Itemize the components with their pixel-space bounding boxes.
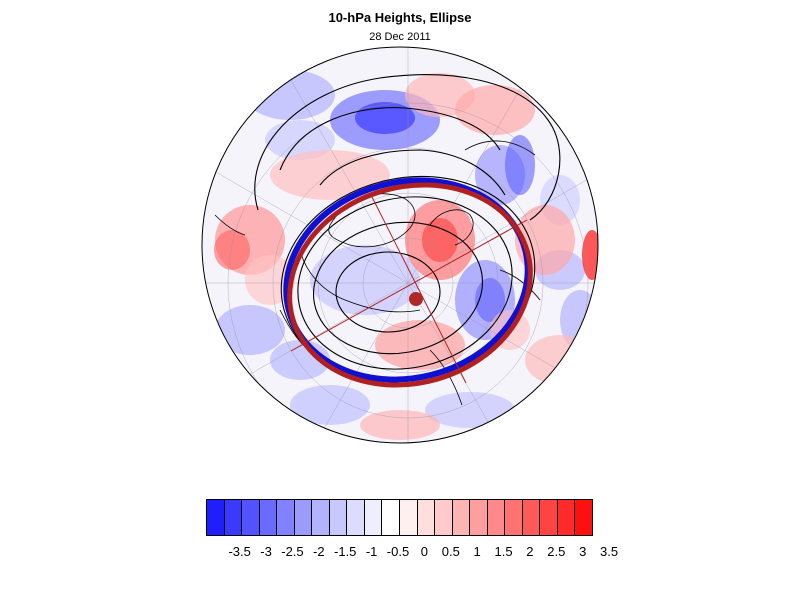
colorbar-swatch [435, 500, 453, 535]
colorbar-tick-label: 0 [420, 544, 428, 559]
colorbar-tick-label: 1 [473, 544, 481, 559]
globe-outline [201, 46, 599, 444]
colorbar-tick-label: 3.5 [600, 544, 619, 559]
colorbar-tick-label: -3 [260, 544, 272, 559]
map-title: 10-hPa Heights, Ellipse [328, 10, 472, 25]
colorbar-labels: -3.5 -3 -2.5 -2 -1.5 -1 -0.5 0 0.5 1 1.5 2 2.5 3 3.5 [0, 544, 800, 562]
map-date: 28 Dec 2011 [369, 31, 431, 43]
colorbar-swatch [575, 500, 593, 535]
colorbar-swatch [452, 500, 471, 535]
colorbar-tick-label: 2 [526, 544, 534, 559]
colorbar-tick-label: -1 [365, 544, 378, 559]
colorbar-swatch [382, 500, 401, 535]
colorbar-swatch [417, 500, 436, 535]
vortex-ellipses [283, 177, 533, 388]
colorbar-swatch [487, 500, 506, 535]
colorbar-swatch [329, 500, 348, 535]
colorbar-swatch [277, 500, 295, 535]
colorbar-swatch [242, 500, 260, 535]
colorbar-swatch [557, 500, 576, 535]
colorbar-swatch [522, 500, 541, 535]
colorbar-tick-label: -0.5 [386, 544, 410, 559]
colorbar-swatch [540, 500, 558, 535]
meridian-line [202, 152, 409, 284]
colorbar-swatch [312, 500, 330, 535]
ellipse-major-axis [290, 219, 528, 352]
height-anomaly-shading [214, 70, 598, 440]
colorbar-tick-label: -2.5 [281, 544, 304, 559]
meridian-line [277, 57, 409, 284]
colorbar-tick-label: 1.5 [494, 544, 513, 559]
colorbar-swatch [400, 500, 418, 535]
fitted-ellipse [287, 182, 533, 388]
colorbar-tick-label: 3 [579, 544, 587, 559]
colorbar-tick-label: -3.5 [228, 544, 251, 559]
lat-lon-gridlines [202, 47, 598, 443]
colorbar-swatch [364, 500, 383, 535]
colorbar-tick-label: -1.5 [334, 544, 357, 559]
meridian-line [407, 57, 539, 284]
height-contours [254, 74, 561, 381]
colorbar-swatch [259, 500, 278, 535]
colorbar-swatch [207, 500, 225, 535]
meridian-line [407, 282, 539, 443]
colorbar [206, 499, 593, 536]
colorbar-swatch [224, 500, 243, 535]
meridian-line [277, 282, 409, 443]
colorbar-tick-label: 2.5 [547, 544, 566, 559]
colorbar-tick-label: 0.5 [441, 544, 460, 559]
colorbar-tick-label: -2 [313, 544, 325, 559]
colorbar-swatch [505, 500, 523, 535]
ellipse-centroid [409, 292, 423, 306]
colorbar-swatch [347, 500, 365, 535]
colorbar-swatch [294, 500, 313, 535]
ellipse-minor-axis [371, 196, 467, 384]
colorbar-swatch [470, 500, 488, 535]
